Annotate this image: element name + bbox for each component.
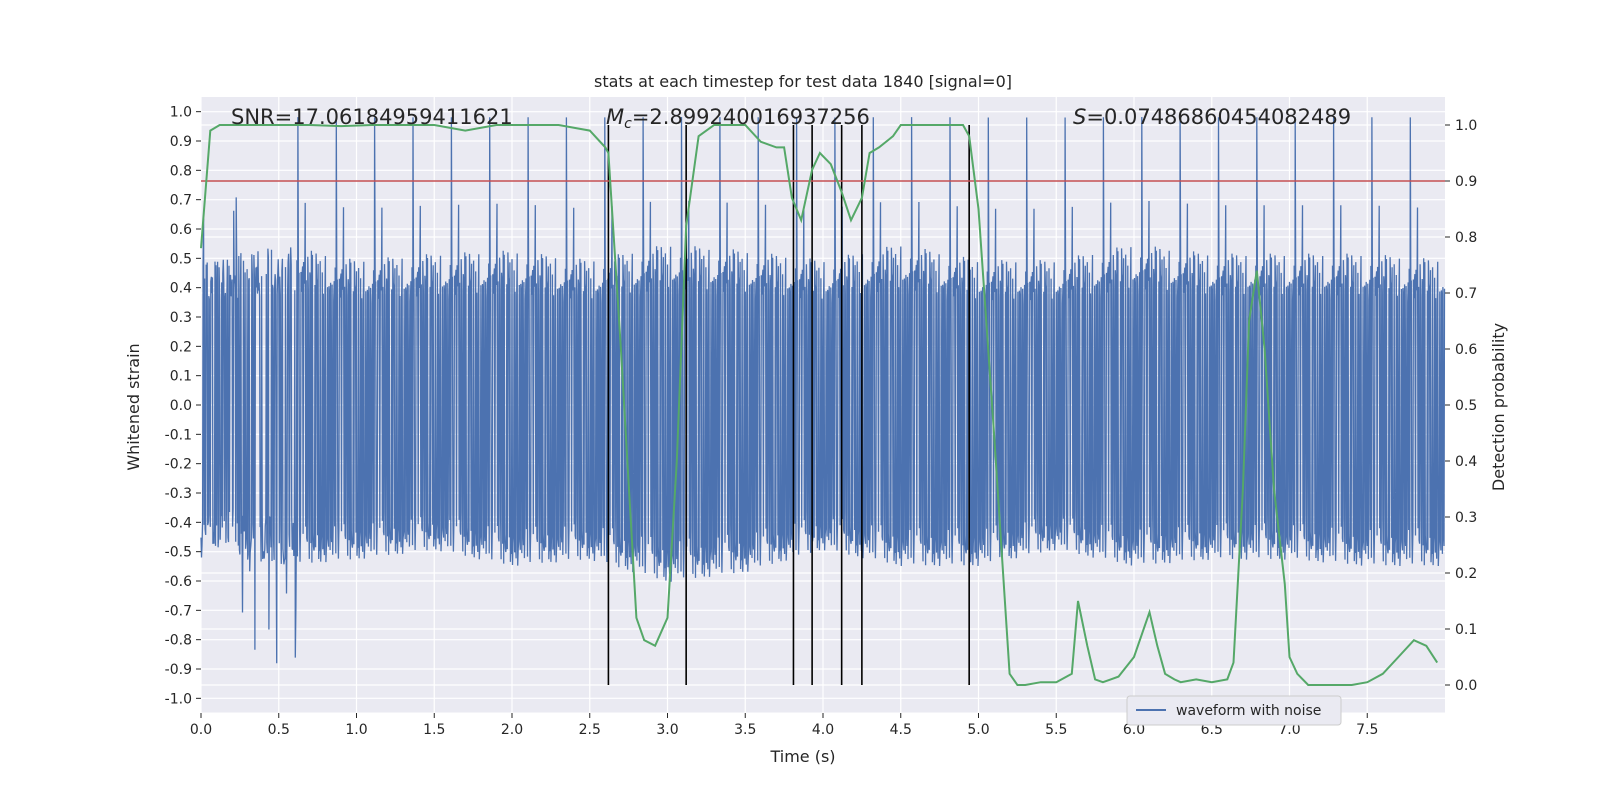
y-tick-label: 0.0 — [170, 398, 192, 414]
y-tick-label: -0.6 — [165, 574, 192, 590]
chirp-mass-annotation: Mc=2.899240016937256 — [606, 105, 870, 132]
y-tick-label: -0.3 — [165, 486, 192, 502]
chirp-mass-symbol: M — [606, 105, 624, 129]
y-right-tick-label: 0.3 — [1455, 510, 1477, 526]
y-tick-label: 0.1 — [170, 369, 192, 385]
y-tick-label: -0.8 — [165, 633, 192, 649]
x-tick-label: 7.5 — [1356, 722, 1378, 738]
y-right-tick-label: 1.0 — [1455, 118, 1477, 134]
legend-label: waveform with noise — [1176, 703, 1321, 719]
y-tick-label: 0.5 — [170, 251, 192, 267]
y-tick-label: -1.0 — [165, 691, 192, 707]
x-tick-label: 7.0 — [1278, 722, 1300, 738]
y-tick-label: -0.5 — [165, 545, 192, 561]
x-tick-label: 5.0 — [967, 722, 989, 738]
legend: waveform with noise — [1126, 695, 1342, 726]
x-tick-label: 4.5 — [890, 722, 912, 738]
y-right-tick-label: 0.5 — [1455, 398, 1477, 414]
y-tick-label: 0.2 — [170, 339, 192, 355]
y-tick-label: 0.7 — [170, 193, 192, 209]
x-tick-label: 1.5 — [423, 722, 445, 738]
y-axis-left: -1.0 -0.9 -0.8 -0.7 -0.6 -0.5 -0.4 -0.3 -0.2 -0.1… — [165, 105, 201, 707]
y-right-tick-label: 0.4 — [1455, 454, 1477, 470]
y-tick-label: 0.6 — [170, 222, 192, 238]
x-tick-label: 6.0 — [1123, 722, 1145, 738]
y-axis-right: 0.0 0.1 0.2 0.3 0.4 0.5 0.6 0.7 0.8 0.9 1.0 — [1445, 118, 1477, 694]
y-right-tick-label: 0.9 — [1455, 174, 1477, 190]
y-axis-label: Whitened strain — [124, 343, 143, 470]
y-right-tick-label: 0.1 — [1455, 622, 1477, 638]
waveform-line — [200, 116, 1446, 664]
y-tick-label: -0.9 — [165, 662, 192, 678]
x-tick-label: 3.5 — [734, 722, 756, 738]
y-right-tick-label: 0.7 — [1455, 286, 1477, 302]
y-tick-label: -0.4 — [165, 515, 192, 531]
y-right-tick-label: 0.6 — [1455, 342, 1477, 358]
snr-annotation: SNR=17.06184959411621 — [231, 105, 513, 129]
probability-line — [200, 124, 1439, 686]
y-tick-label: 0.8 — [170, 163, 192, 179]
y-tick-label: 0.4 — [170, 281, 192, 297]
event-lines — [607, 125, 970, 685]
y-right-tick-label: 0.0 — [1455, 678, 1477, 694]
x-tick-label: 2.0 — [501, 722, 523, 738]
y-tick-label: -0.2 — [165, 457, 192, 473]
x-tick-label: 1.0 — [345, 722, 367, 738]
x-tick-label: 0.5 — [268, 722, 290, 738]
y-tick-label: -0.1 — [165, 427, 192, 443]
waveform-series — [200, 116, 1446, 664]
x-tick-label: 5.5 — [1045, 722, 1067, 738]
x-tick-label: 2.5 — [579, 722, 601, 738]
x-tick-label: 3.0 — [656, 722, 678, 738]
chart-title: stats at each timestep for test data 184… — [594, 72, 1012, 91]
s-value: =0.07486860454082489 — [1086, 105, 1351, 129]
x-tick-label: 0.0 — [190, 722, 212, 738]
y-tick-label: -0.7 — [165, 603, 192, 619]
chirp-mass-value: =2.899240016937256 — [632, 105, 870, 129]
s-annotation: S=0.07486860454082489 — [1073, 105, 1351, 129]
s-symbol: S — [1073, 105, 1086, 129]
y-tick-label: 1.0 — [170, 105, 192, 121]
legend-box — [1126, 695, 1342, 726]
chirp-mass-subscript: c — [624, 116, 632, 132]
x-tick-label: 4.0 — [812, 722, 834, 738]
x-tick-label: 6.5 — [1201, 722, 1223, 738]
y-axis-right-label: Detection probability — [1489, 323, 1508, 491]
probability-series-group — [200, 124, 1439, 686]
y-right-tick-label: 0.8 — [1455, 230, 1477, 246]
x-axis-label: Time (s) — [769, 747, 835, 766]
y-tick-label: 0.3 — [170, 310, 192, 326]
y-tick-label: 0.9 — [170, 134, 192, 150]
y-right-tick-label: 0.2 — [1455, 566, 1477, 582]
